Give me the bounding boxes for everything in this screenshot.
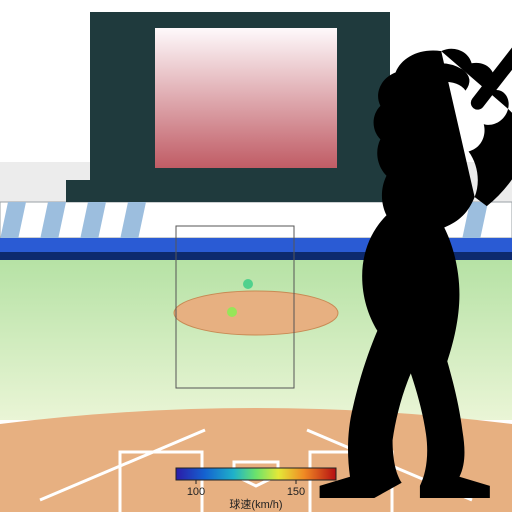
colorbar-tick-label: 100 — [187, 486, 205, 498]
pitch-marker — [243, 279, 253, 289]
pitch-location-chart: 100 150 球速(km/h) — [0, 0, 512, 512]
colorbar-tick-label: 150 — [287, 486, 305, 498]
pitch-marker — [227, 307, 237, 317]
colorbar-label: 球速(km/h) — [229, 497, 282, 511]
